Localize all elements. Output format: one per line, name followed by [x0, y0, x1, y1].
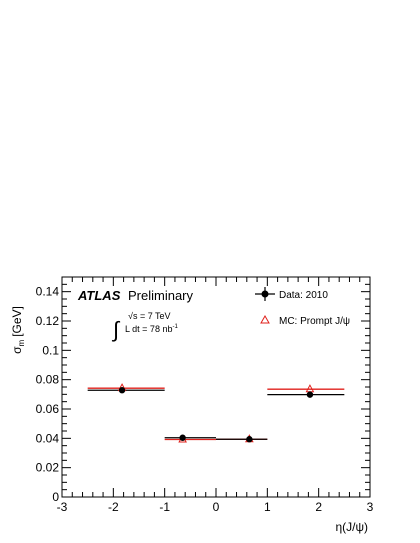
data-point-marker	[179, 434, 186, 441]
data-point-marker	[306, 391, 314, 398]
y-tick-label: 0.08	[36, 373, 60, 387]
legend-mc-marker	[260, 314, 270, 324]
y-axis-label-subscript: m	[17, 339, 26, 346]
legend-mc-label: MC: Prompt J/ψ	[279, 316, 350, 327]
legend-data-marker	[261, 290, 269, 298]
sqrt-s-annotation: √s = 7 TeV	[128, 311, 171, 321]
x-tick-label: -3	[57, 500, 68, 514]
y-axis-label: σm [GeV]	[10, 306, 26, 354]
data-point-marker	[246, 436, 253, 443]
y-tick-label: 0.02	[36, 461, 60, 475]
mc-point-marker	[305, 384, 315, 393]
axis-ticks-group: -3 -2 -1 0 1 2 3 0 0.02 0.04 0.06 0.08 0.1 0.12 0.14	[36, 276, 374, 514]
y-axis-label-symbol: σ	[10, 346, 24, 354]
legend-data-label: Data: 2010	[279, 290, 328, 301]
preliminary-label: Preliminary	[128, 288, 194, 303]
x-tick-label: -2	[108, 500, 119, 514]
y-tick-label: 0.06	[36, 402, 60, 416]
atlas-label: ATLAS	[77, 288, 121, 303]
y-tick-label: 0.14	[36, 285, 60, 299]
y-tick-label: 0.1	[42, 343, 59, 357]
plot-frame-group	[61, 276, 371, 498]
x-tick-label: 3	[367, 500, 374, 514]
data-point-marker	[118, 387, 126, 394]
luminosity-superscript: -1	[172, 324, 178, 330]
x-tick-label: 2	[315, 500, 322, 514]
plot-frame	[61, 276, 371, 498]
integral-symbol: ∫	[111, 317, 121, 342]
legend: Data: 2010 MC: Prompt J/ψ	[255, 287, 350, 327]
y-tick-label: 0.04	[36, 431, 60, 445]
svg-text:σm[GeV]: σm [GeV]	[10, 306, 26, 354]
x-tick-label: 0	[213, 500, 220, 514]
x-tick-label: -1	[159, 500, 170, 514]
y-tick-label: 0	[52, 490, 59, 504]
x-axis-label: η(J/ψ)	[335, 520, 368, 534]
y-tick-label: 0.12	[36, 314, 60, 328]
luminosity-text: L dt = 78 nb	[125, 324, 172, 334]
luminosity-annotation: L dt = 78 nb-1	[125, 324, 178, 334]
x-tick-label: 1	[264, 500, 271, 514]
series-group	[87, 383, 345, 443]
y-axis-label-unit: [GeV]	[10, 306, 24, 337]
